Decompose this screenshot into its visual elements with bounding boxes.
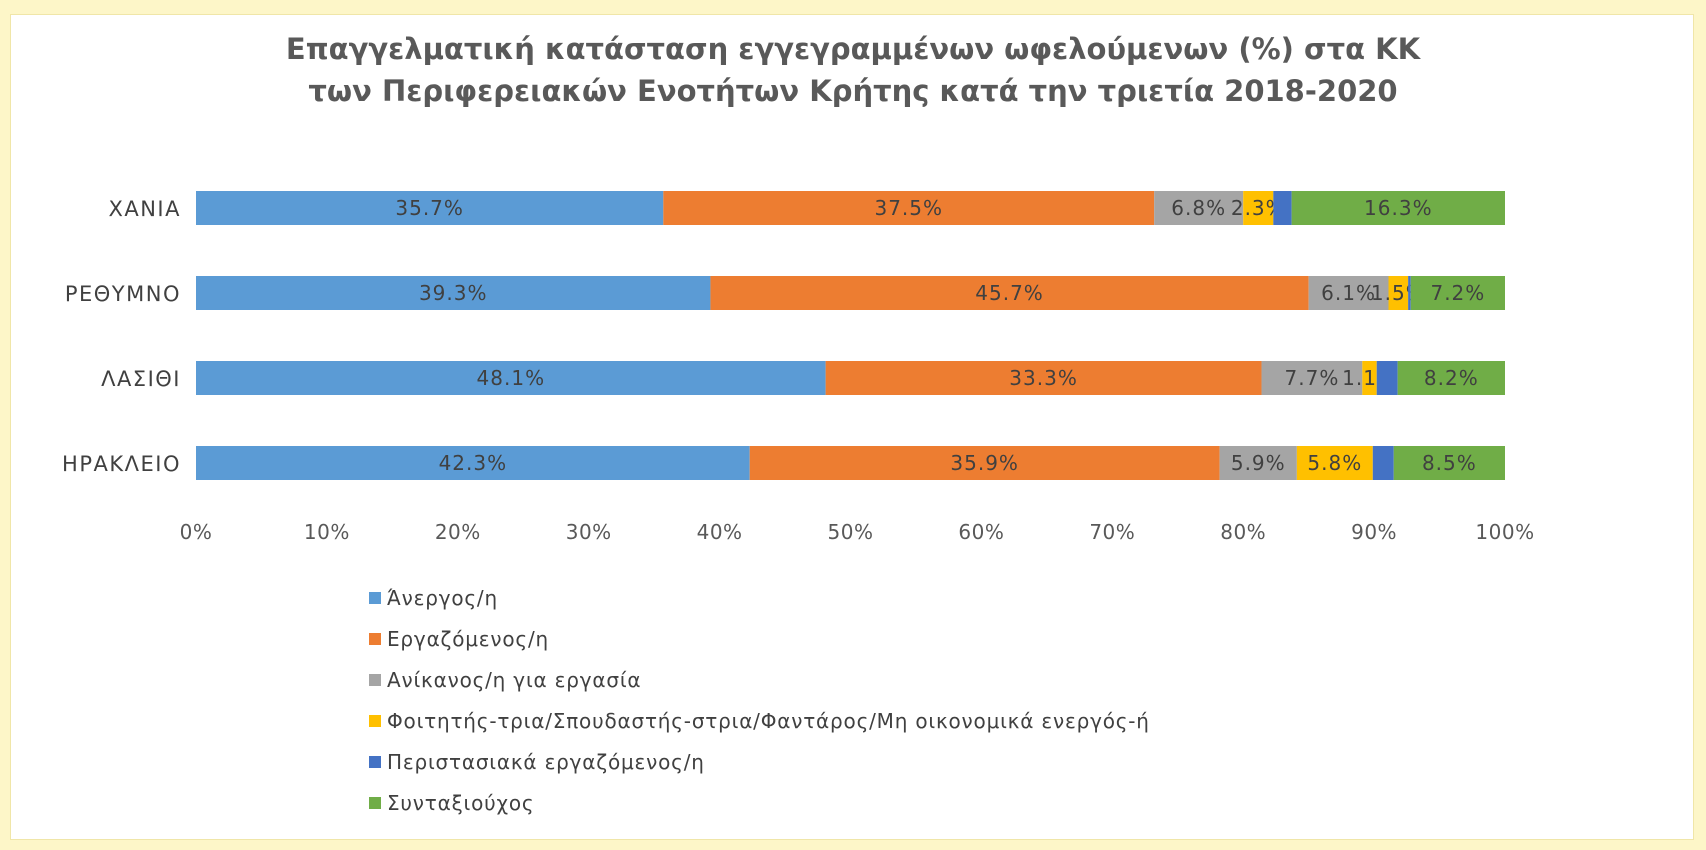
bar-segment — [1393, 446, 1505, 480]
x-tick-label: 30% — [566, 520, 612, 544]
x-tick-label: 100% — [1475, 520, 1534, 544]
x-tick-label: 70% — [1089, 520, 1135, 544]
bar-segment — [1296, 446, 1373, 480]
stacked-bar-chart: Επαγγελματική κατάσταση εγγεγραμμένων ωφ… — [62, 32, 1534, 815]
bars-group: 35.7% 37.5% 6.8% 2.3% 16.3%39.3% 45.7% 6.1%1.5… — [196, 191, 1505, 480]
bar-segment — [1154, 191, 1244, 225]
x-tick-label: 60% — [958, 520, 1004, 544]
category-label: ΡΕΘΥΜΝΟ — [65, 282, 181, 306]
data-label: 7.2% — [1430, 281, 1485, 305]
data-label: 5.8% — [1307, 451, 1362, 475]
legend-label: Ανίκανος/η για εργασία — [387, 668, 641, 692]
bar-segment — [1397, 361, 1505, 395]
data-label: 6.8% — [1171, 196, 1226, 220]
data-label: 7.7% — [1285, 366, 1340, 390]
bar-segment — [825, 361, 1262, 395]
x-tick-label: 40% — [697, 520, 743, 544]
legend-label: Άνεργος/η — [387, 586, 498, 610]
x-tick-label: 0% — [180, 520, 213, 544]
bar-segment — [1261, 361, 1363, 395]
x-tick-label: 90% — [1351, 520, 1397, 544]
legend-swatch — [369, 633, 381, 645]
data-label: 16.3% — [1364, 196, 1433, 220]
data-label: 48.1% — [477, 366, 546, 390]
x-tick-label: 20% — [435, 520, 481, 544]
data-label: 35.7% — [395, 196, 464, 220]
data-label: 5.9% — [1231, 451, 1286, 475]
legend-swatch — [369, 797, 381, 809]
legend-swatch — [369, 592, 381, 604]
data-label: 6.1% — [1321, 281, 1376, 305]
data-label: 8.5% — [1422, 451, 1477, 475]
legend-swatch — [369, 674, 381, 686]
legend-label: Συνταξιούχος — [387, 791, 534, 815]
chart-frame: Επαγγελματική κατάσταση εγγεγραμμένων ωφ… — [10, 14, 1694, 840]
chart-title-line-2: των Περιφερειακών Ενοτήτων Κρήτης κατά τ… — [308, 74, 1397, 108]
bar-segment — [1410, 276, 1505, 310]
x-axis-ticks: 0% 10% 20% 30% 40% 50% 60% 70% 80% 90% 100% — [180, 520, 1534, 544]
bar-segment — [663, 191, 1155, 225]
bar-segment — [710, 276, 1309, 310]
bar-segment — [196, 446, 750, 480]
bar-segment — [1273, 191, 1292, 225]
data-label: 45.7% — [975, 281, 1044, 305]
bar-segment — [1388, 276, 1409, 310]
legend-label: Φοιτητής-τρια/Σπουδαστής-στρια/Φαντάρος/… — [387, 709, 1150, 733]
legend-swatch — [369, 715, 381, 727]
x-tick-label: 50% — [828, 520, 874, 544]
data-label: 8.2% — [1424, 366, 1479, 390]
bar-segment — [1308, 276, 1389, 310]
bar-segment — [1291, 191, 1505, 225]
legend-label: Εργαζόμενος/η — [387, 627, 549, 651]
data-label: 33.3% — [1009, 366, 1078, 390]
data-label: 35.9% — [950, 451, 1019, 475]
category-label: ΗΡΑΚΛΕΙΟ — [62, 452, 181, 476]
bar-segment — [1219, 446, 1297, 480]
bar-segment — [1362, 361, 1377, 395]
data-label: 39.3% — [419, 281, 488, 305]
data-label: 42.3% — [439, 451, 508, 475]
legend-label: Περιστασιακά εργαζόμενος/η — [387, 750, 705, 774]
category-labels: ΧΑΝΙΑ ΡΕΘΥΜΝΟ ΛΑΣΙΘΙ ΗΡΑΚΛΕΙΟ — [62, 197, 181, 476]
chart-title-line-1: Επαγγελματική κατάσταση εγγεγραμμένων ωφ… — [286, 32, 1422, 66]
legend-swatch — [369, 756, 381, 768]
bar-segment — [1408, 276, 1411, 310]
bar-segment — [749, 446, 1220, 480]
legend: Άνεργος/η Εργαζόμενος/η Ανίκανος/η για εργ… — [369, 586, 1150, 815]
bar-segment — [1376, 361, 1398, 395]
x-tick-label: 80% — [1220, 520, 1266, 544]
category-label: ΛΑΣΙΘΙ — [101, 367, 181, 391]
x-tick-label: 10% — [304, 520, 350, 544]
data-label: 37.5% — [874, 196, 943, 220]
bar-segment — [196, 276, 711, 310]
bar-segment — [1243, 191, 1274, 225]
category-label: ΧΑΝΙΑ — [108, 197, 181, 221]
bar-segment — [196, 191, 664, 225]
bar-segment — [1372, 446, 1394, 480]
bar-segment — [196, 361, 826, 395]
